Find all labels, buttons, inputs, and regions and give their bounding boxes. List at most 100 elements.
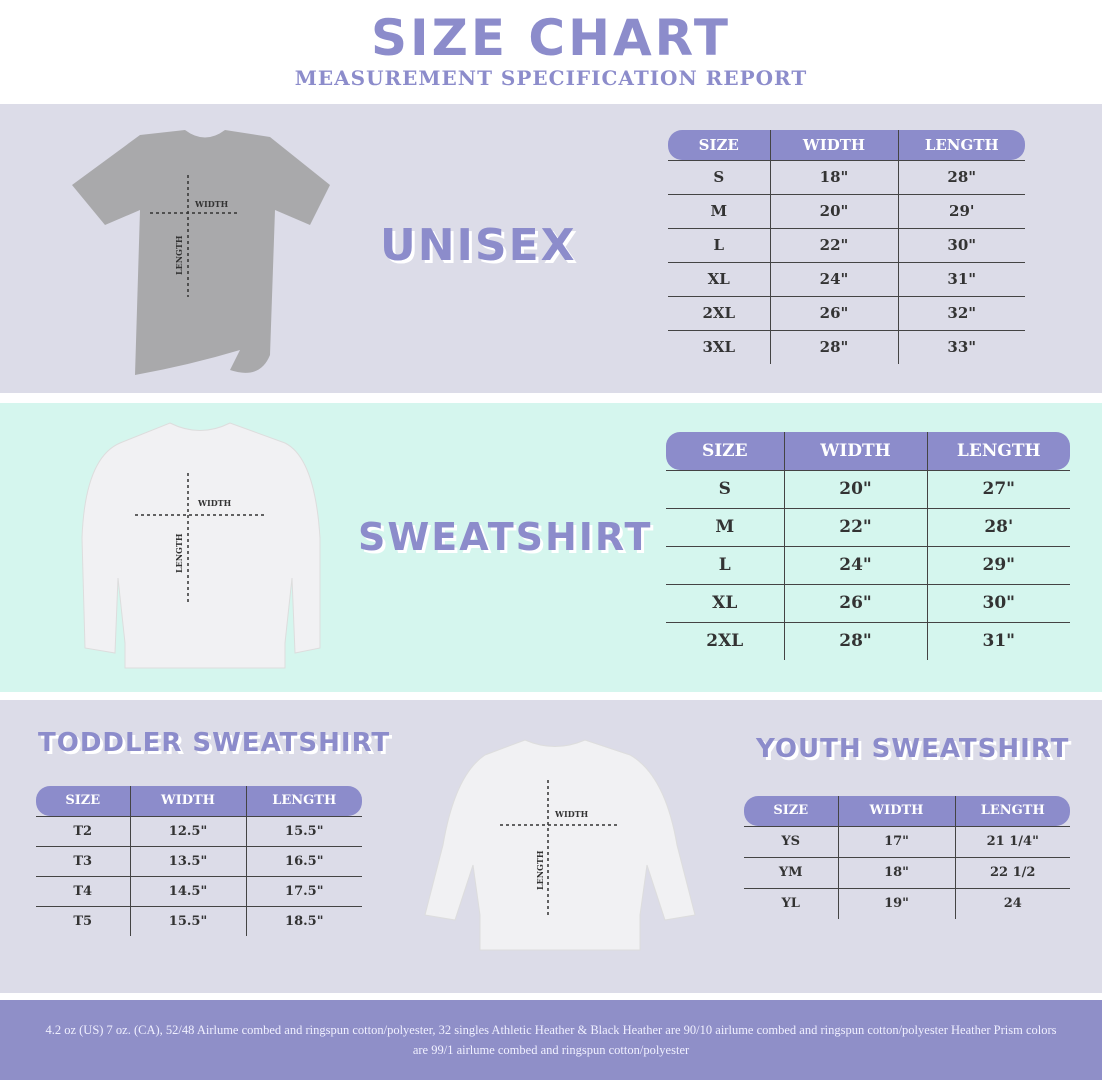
table-header-row: SIZE WIDTH LENGTH [36,786,362,816]
column-header: WIDTH [129,786,246,816]
table-cell: T3 [36,845,130,876]
table-cell: L [668,227,770,262]
column-header: LENGTH [897,130,1025,160]
column-header: WIDTH [769,130,898,160]
table-cell: 17.5" [245,875,362,906]
column-header: LENGTH [245,786,362,816]
toddler-title: TODDLER SWEATSHIRT [38,728,391,758]
table-header-row: SIZE WIDTH LENGTH [744,796,1070,826]
table-cell: 2XL [668,295,770,330]
table-cell: 24" [769,261,898,296]
sweatshirt-title: SWEATSHIRT [358,515,653,559]
footer-note: 4.2 oz (US) 7 oz. (CA), 52/48 Airlume co… [0,1000,1102,1080]
table-cell: T4 [36,875,130,906]
table-cell: 15.5" [245,815,362,846]
width-label: WIDTH [194,199,229,209]
table-cell: 18.5" [245,905,362,936]
table-cell: 29' [897,193,1025,228]
table-row: M 20" 29' [668,193,1025,228]
unisex-title: UNISEX [380,220,577,271]
table-cell: 29" [926,545,1070,584]
length-label: LENGTH [174,235,184,275]
column-header: LENGTH [954,796,1070,826]
table-row: XL 24" 31" [668,261,1025,296]
table-cell: 27" [926,469,1070,508]
table-cell: M [666,507,784,546]
length-label: LENGTH [535,850,545,890]
youth-title: YOUTH SWEATSHIRT [756,734,1070,764]
table-cell: M [668,193,770,228]
length-label: LENGTH [174,533,184,573]
table-cell: T5 [36,905,130,936]
table-cell: YS [744,825,838,857]
table-cell: 18" [769,159,898,194]
table-cell: S [668,159,770,194]
table-cell: YM [744,856,838,888]
table-cell: 30" [897,227,1025,262]
table-header-row: SIZE WIDTH LENGTH [668,130,1025,160]
table-cell: 30" [926,583,1070,622]
column-header: SIZE [666,432,784,470]
table-cell: 32" [897,295,1025,330]
tshirt-image: WIDTH LENGTH [72,130,330,375]
youth-sweatshirt-image: WIDTH LENGTH [424,739,696,951]
table-row: T3 13.5" 16.5" [36,845,362,876]
column-header: WIDTH [783,432,927,470]
column-header: LENGTH [926,432,1070,470]
table-cell: 12.5" [129,815,246,846]
table-cell: 22 1/2 [954,856,1070,888]
table-cell: 31" [926,621,1070,660]
table-row: L 22" 30" [668,227,1025,262]
table-cell: 28" [769,329,898,364]
table-cell: XL [668,261,770,296]
table-cell: 28" [897,159,1025,194]
table-row: S 20" 27" [666,469,1070,508]
column-header: WIDTH [837,796,955,826]
width-label: WIDTH [197,498,232,508]
table-cell: T2 [36,815,130,846]
width-label: WIDTH [554,809,589,819]
unisex-size-table: SIZE WIDTH LENGTH S 18" 28" M 20" 29' L 22" 30" XL 24… [668,130,1025,364]
table-cell: 33" [897,329,1025,364]
table-row: T5 15.5" 18.5" [36,905,362,936]
column-header: SIZE [36,786,130,816]
table-cell: 3XL [668,329,770,364]
table-row: 2XL 26" 32" [668,295,1025,330]
table-row: M 22" 28' [666,507,1070,546]
table-cell: 20" [783,469,927,508]
table-cell: 28' [926,507,1070,546]
column-header: SIZE [668,130,770,160]
sweatshirt-image: WIDTH LENGTH [81,422,321,669]
table-cell: 20" [769,193,898,228]
table-row: T4 14.5" 17.5" [36,875,362,906]
sweatshirt-size-table: SIZE WIDTH LENGTH S 20" 27" M 22" 28' L 24" 29" XL 26… [666,432,1070,660]
table-cell: 31" [897,261,1025,296]
table-cell: S [666,469,784,508]
table-cell: 2XL [666,621,784,660]
table-cell: XL [666,583,784,622]
table-cell: 14.5" [129,875,246,906]
table-row: 2XL 28" 31" [666,621,1070,660]
table-row: YM 18" 22 1/2 [744,856,1070,888]
page-subtitle: MEASUREMENT SPECIFICATION REPORT [294,66,808,90]
table-row: XL 26" 30" [666,583,1070,622]
column-header: SIZE [744,796,838,826]
table-cell: 19" [837,887,955,919]
table-cell: 26" [783,583,927,622]
table-cell: 17" [837,825,955,857]
table-cell: 18" [837,856,955,888]
table-cell: 28" [783,621,927,660]
table-row: S 18" 28" [668,159,1025,194]
table-row: T2 12.5" 15.5" [36,815,362,846]
table-cell: 22" [783,507,927,546]
table-cell: YL [744,887,838,919]
toddler-size-table: SIZE WIDTH LENGTH T2 12.5" 15.5" T3 13.5" 16.5" T… [36,786,362,936]
table-cell: 24 [954,887,1070,919]
table-cell: 13.5" [129,845,246,876]
table-cell: 22" [769,227,898,262]
table-row: YL 19" 24 [744,887,1070,919]
table-cell: L [666,545,784,584]
table-cell: 16.5" [245,845,362,876]
youth-size-table: SIZE WIDTH LENGTH YS 17" 21 1/4" YM 18" 22 1/2 YL… [744,796,1070,919]
table-header-row: SIZE WIDTH LENGTH [666,432,1070,470]
